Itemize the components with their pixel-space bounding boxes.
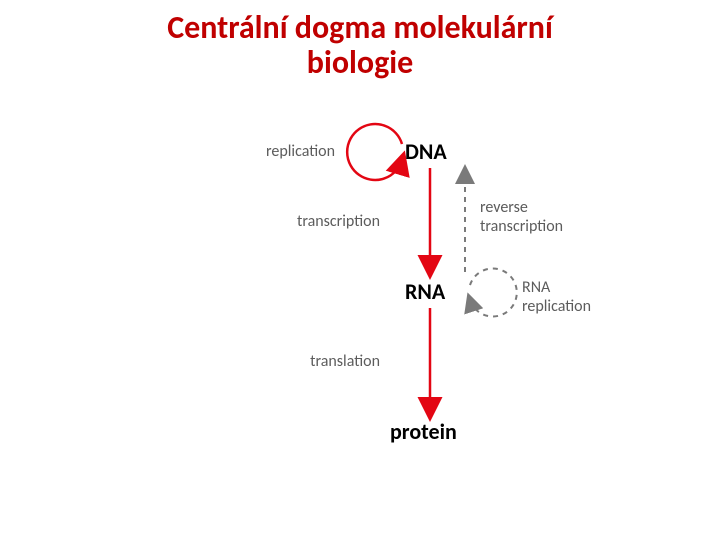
reverse-line2: transcription bbox=[480, 217, 563, 236]
title-line2: biologie bbox=[307, 43, 413, 82]
rna-repl-line2: replication bbox=[522, 297, 591, 316]
rna-replication-label: RNA replication bbox=[522, 278, 591, 316]
protein-node: protein bbox=[390, 418, 457, 445]
title-line1: Centrální dogma molekulární bbox=[167, 8, 553, 47]
reverse-line1: reverse bbox=[480, 198, 528, 217]
translation-label: translation bbox=[250, 352, 380, 371]
rna-repl-line1: RNA bbox=[522, 278, 550, 297]
dna-node: DNA bbox=[405, 138, 447, 165]
rna-node: RNA bbox=[405, 278, 445, 305]
central-dogma-diagram: DNA RNA protein replication transcriptio… bbox=[190, 120, 620, 500]
transcription-label: transcription bbox=[230, 212, 380, 231]
replication-label: replication bbox=[250, 142, 335, 161]
reverse-transcription-label: reverse transcription bbox=[480, 198, 563, 236]
